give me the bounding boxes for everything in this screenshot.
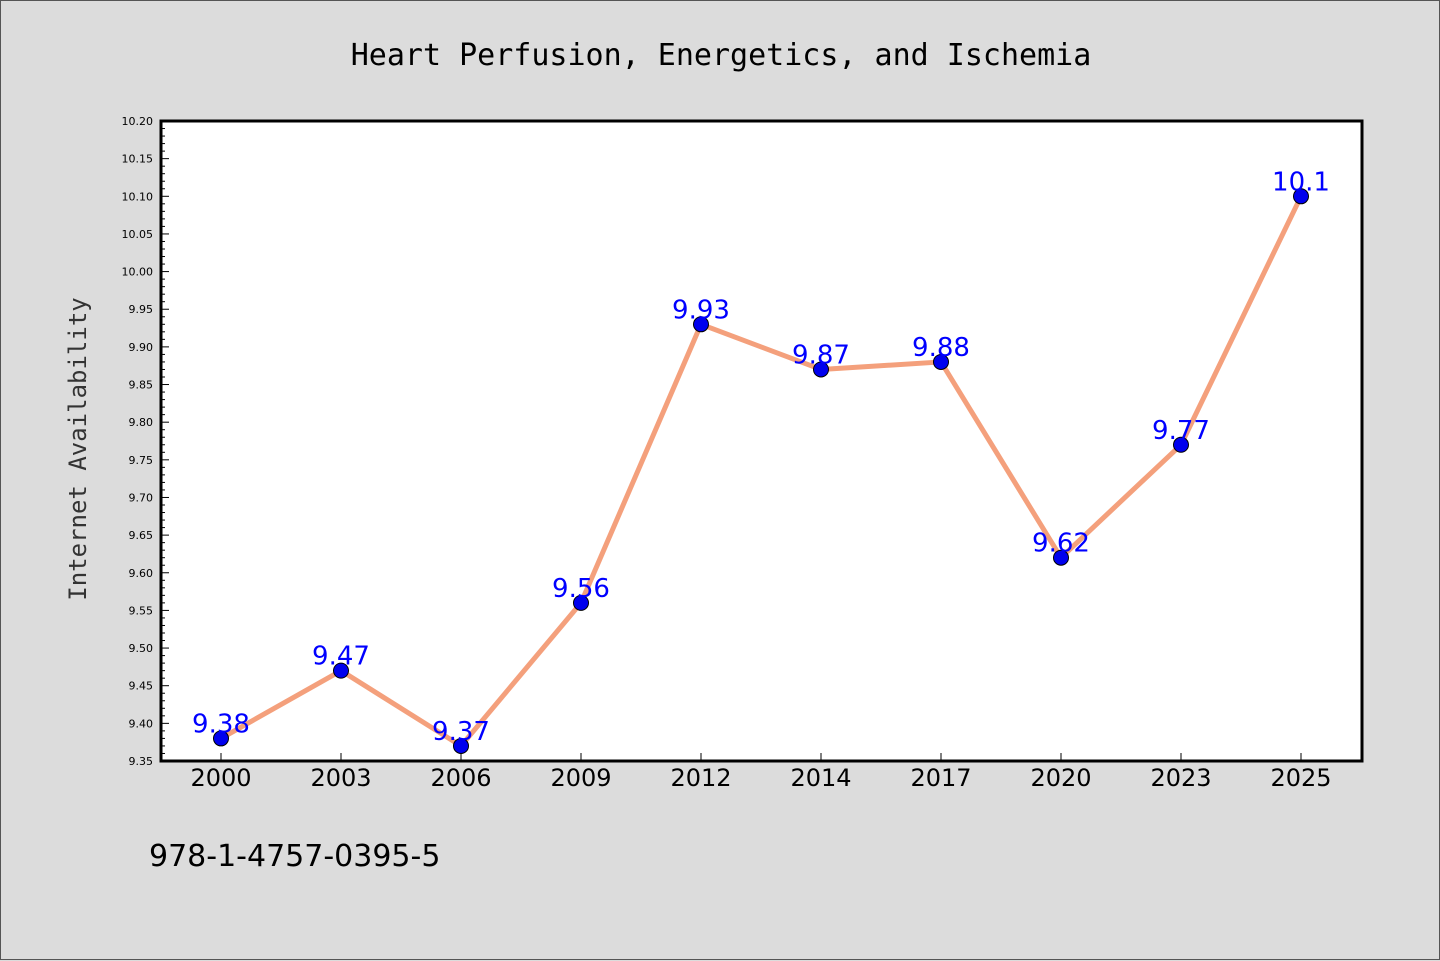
x-tick-label: 2020 — [1030, 764, 1091, 792]
y-tick-label: 9.55 — [129, 604, 154, 617]
x-tick-label: 2017 — [910, 764, 971, 792]
data-label: 9.62 — [1032, 529, 1090, 559]
x-tick-label: 2009 — [550, 764, 611, 792]
data-label: 9.38 — [192, 709, 250, 739]
y-tick-label: 10.00 — [122, 266, 154, 279]
series-line — [219, 195, 1304, 749]
x-tick-label: 2012 — [670, 764, 731, 792]
y-tick-label: 9.65 — [129, 529, 154, 542]
data-point — [1293, 188, 1309, 205]
data-point — [573, 594, 589, 611]
data-point — [693, 316, 709, 333]
y-tick-label: 9.75 — [129, 454, 154, 467]
y-tick-label: 9.35 — [129, 755, 154, 768]
x-tick-label: 2025 — [1270, 764, 1331, 792]
y-tick-label: 9.70 — [129, 491, 154, 504]
data-point — [933, 353, 949, 370]
x-tick-label: 2023 — [1150, 764, 1211, 792]
y-axis-label: Internet Availability — [64, 297, 92, 600]
data-label: 9.47 — [312, 642, 370, 672]
chart-title: Heart Perfusion, Energetics, and Ischemi… — [351, 38, 1092, 73]
data-point — [453, 737, 469, 754]
x-axis-ticks: 2000 2003 2006 2009 2012 2014 2017 2020 2023 2025 — [190, 753, 1332, 792]
y-tick-label: 9.40 — [129, 717, 154, 730]
data-label: 9.93 — [672, 295, 730, 325]
y-tick-label: 9.50 — [129, 642, 154, 655]
y-tick-label: 9.60 — [129, 567, 154, 580]
data-labels: 9.38 9.47 9.37 9.56 9.93 9.87 9.88 9.62 9.77 10.1 — [192, 167, 1330, 747]
data-point — [813, 361, 829, 378]
data-label: 9.77 — [1152, 416, 1210, 446]
y-axis-ticks: 9.35 9.40 9.45 9.50 9.55 9.60 9.65 9.70 9.75 9.80… — [122, 115, 169, 768]
data-point — [1173, 436, 1189, 453]
y-tick-label: 9.85 — [129, 379, 154, 392]
data-label: 9.56 — [552, 574, 610, 604]
data-point — [333, 662, 349, 679]
x-tick-label: 2003 — [310, 764, 371, 792]
x-tick-label: 2006 — [430, 764, 491, 792]
y-tick-label: 10.15 — [122, 153, 154, 166]
y-tick-label: 10.10 — [122, 190, 154, 203]
x-tick-label: 2000 — [190, 764, 251, 792]
series-line-group — [219, 195, 1304, 749]
data-point — [213, 730, 229, 747]
y-tick-label: 9.95 — [129, 303, 154, 316]
data-point — [1053, 549, 1069, 566]
data-label: 9.87 — [792, 340, 850, 370]
data-label: 9.88 — [912, 333, 970, 363]
x-tick-label: 2014 — [790, 764, 851, 792]
plot-area — [159, 119, 1364, 763]
data-label: 9.37 — [432, 717, 490, 747]
data-points — [213, 188, 1309, 754]
y-tick-label: 10.05 — [122, 228, 154, 241]
y-tick-label: 10.20 — [122, 115, 154, 128]
y-tick-label: 9.45 — [129, 680, 154, 693]
y-tick-label: 9.80 — [129, 416, 154, 429]
isbn-footer: 978-1-4757-0395-5 — [149, 839, 440, 874]
data-label: 10.1 — [1272, 167, 1330, 197]
y-tick-label: 9.90 — [129, 341, 154, 354]
